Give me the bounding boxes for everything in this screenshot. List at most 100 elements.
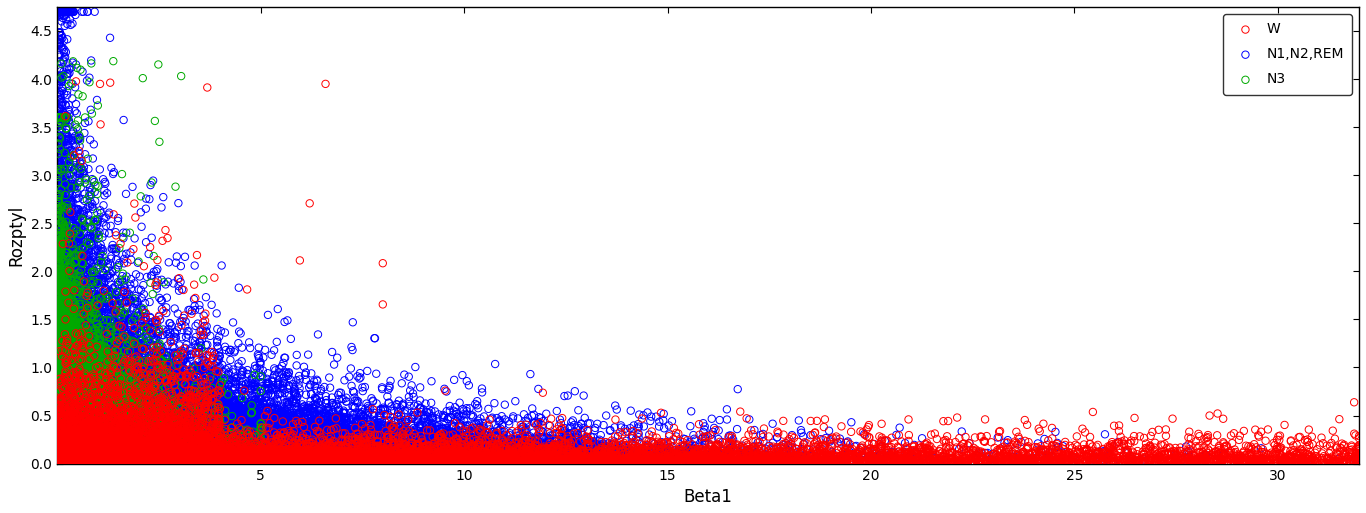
N3 (51, 380, 72, 388)
N1,N2,REM (89, 425, 111, 433)
N1,N2,REM (138, 426, 160, 434)
W (564, 452, 586, 461)
N1,N2,REM (81, 394, 102, 403)
N1,N2,REM (122, 437, 143, 445)
N1,N2,REM (156, 449, 178, 458)
W (1310, 459, 1332, 467)
W (321, 459, 343, 467)
N1,N2,REM (100, 435, 122, 443)
N1,N2,REM (253, 416, 275, 424)
N3 (79, 432, 101, 441)
N1,N2,REM (71, 453, 93, 462)
N1,N2,REM (134, 415, 156, 423)
N1,N2,REM (66, 357, 87, 365)
W (56, 334, 78, 343)
N1,N2,REM (71, 453, 93, 462)
W (548, 437, 570, 445)
N1,N2,REM (473, 459, 494, 467)
N1,N2,REM (249, 440, 270, 448)
N3 (52, 455, 74, 463)
N1,N2,REM (182, 457, 204, 465)
W (87, 458, 109, 466)
N1,N2,REM (167, 451, 189, 460)
N1,N2,REM (146, 413, 168, 421)
N1,N2,REM (93, 431, 115, 440)
N1,N2,REM (81, 414, 102, 422)
N1,N2,REM (49, 332, 71, 340)
N3 (64, 439, 86, 447)
N1,N2,REM (130, 444, 152, 452)
N1,N2,REM (53, 289, 75, 298)
W (57, 240, 79, 248)
N3 (79, 446, 101, 455)
N1,N2,REM (165, 451, 187, 459)
N1,N2,REM (59, 458, 81, 466)
N1,N2,REM (347, 417, 369, 425)
N1,N2,REM (143, 418, 165, 426)
N3 (101, 448, 123, 457)
N1,N2,REM (325, 452, 347, 460)
N1,N2,REM (175, 441, 197, 449)
N1,N2,REM (107, 411, 128, 419)
N3 (74, 444, 96, 452)
N1,N2,REM (205, 432, 227, 441)
N1,N2,REM (117, 421, 139, 429)
N1,N2,REM (137, 454, 158, 462)
W (1130, 459, 1152, 467)
N1,N2,REM (824, 455, 846, 463)
N1,N2,REM (837, 447, 859, 455)
N1,N2,REM (169, 453, 191, 461)
N1,N2,REM (113, 431, 135, 440)
N3 (51, 459, 72, 467)
N1,N2,REM (108, 385, 130, 393)
N1,N2,REM (79, 435, 101, 443)
N3 (51, 444, 72, 452)
N1,N2,REM (186, 438, 208, 446)
N1,N2,REM (208, 449, 229, 458)
N1,N2,REM (87, 402, 109, 410)
N1,N2,REM (190, 452, 212, 461)
N1,N2,REM (183, 381, 205, 389)
N1,N2,REM (202, 427, 224, 435)
N3 (68, 269, 90, 277)
N3 (79, 449, 101, 457)
N1,N2,REM (146, 393, 168, 402)
N1,N2,REM (119, 452, 141, 461)
N1,N2,REM (283, 456, 305, 464)
N1,N2,REM (94, 318, 116, 326)
N1,N2,REM (139, 398, 161, 406)
N1,N2,REM (284, 443, 306, 451)
N3 (48, 457, 70, 465)
N1,N2,REM (56, 365, 78, 373)
N3 (130, 440, 152, 448)
N3 (49, 455, 71, 463)
N3 (63, 458, 85, 466)
N1,N2,REM (449, 454, 471, 462)
N1,N2,REM (128, 437, 150, 445)
N1,N2,REM (347, 372, 369, 381)
N1,N2,REM (201, 458, 223, 466)
N1,N2,REM (139, 447, 161, 456)
W (374, 456, 396, 464)
N1,N2,REM (232, 411, 254, 419)
N3 (64, 446, 86, 454)
N1,N2,REM (178, 424, 199, 432)
N1,N2,REM (647, 444, 669, 452)
N1,N2,REM (355, 438, 377, 446)
N1,N2,REM (83, 365, 105, 373)
N3 (63, 438, 85, 446)
N1,N2,REM (560, 456, 582, 464)
W (126, 455, 148, 463)
N1,N2,REM (295, 450, 317, 459)
N3 (52, 411, 74, 419)
N3 (72, 381, 94, 389)
N1,N2,REM (68, 451, 90, 459)
N3 (52, 396, 74, 404)
N1,N2,REM (146, 400, 168, 408)
N3 (105, 442, 127, 450)
N1,N2,REM (107, 404, 128, 412)
N1,N2,REM (157, 455, 179, 463)
N3 (131, 446, 153, 454)
N3 (55, 453, 76, 462)
N1,N2,REM (217, 419, 239, 427)
